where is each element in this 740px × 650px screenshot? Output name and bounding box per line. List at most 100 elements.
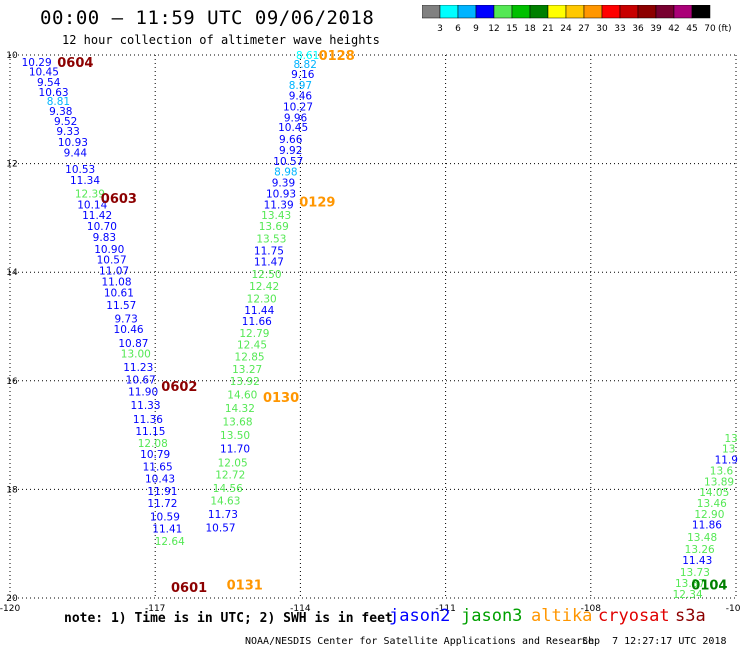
wave-height-label: 12.50 <box>251 269 281 281</box>
y-tick-label: 18 <box>6 485 18 495</box>
x-tick-label: -117 <box>145 604 165 614</box>
wave-height-label: 10.93 <box>58 137 88 149</box>
colorbar-label: 45 <box>686 24 697 34</box>
pass-number-label: 0604 <box>57 56 93 71</box>
footer-note: note: 1) Time is in UTC; 2) SWH is in fe… <box>64 611 393 626</box>
wave-height-label: 12.30 <box>247 293 277 305</box>
wave-height-label: 11.34 <box>70 175 100 187</box>
wave-height-label: 11.65 <box>143 462 173 474</box>
wave-height-label: 13.26 <box>685 544 715 556</box>
wave-height-label: 10.63 <box>39 87 69 99</box>
colorbar-label: 12 <box>488 24 499 34</box>
wave-height-label: 10.43 <box>145 474 175 486</box>
wave-height-label: 11.47 <box>254 256 284 268</box>
wave-height-label: 11.75 <box>254 245 284 257</box>
wave-height-label: 12.34 <box>673 589 703 601</box>
color-scale-legend: 3 6 9 12 15 18 21 24 27 30 33 36 39 42 45 70 (ft) <box>422 5 732 34</box>
wave-height-label: 10.87 <box>118 338 148 350</box>
pass-number-label: 0131 <box>227 578 263 593</box>
legend-altika: altika <box>531 606 593 626</box>
wave-height-label: 14.60 <box>227 389 257 401</box>
wave-height-label: 11.73 <box>208 509 238 521</box>
colorbar-label: 3 <box>437 24 443 34</box>
wave-height-label: 13.00 <box>121 349 151 361</box>
wave-height-label: 10.61 <box>104 287 134 299</box>
wave-height-label: 9.46 <box>289 91 313 103</box>
colorbar-label: 21 <box>542 24 553 34</box>
wave-height-label: 10.59 <box>150 512 180 524</box>
y-tick-label: 20 <box>6 594 18 604</box>
wave-height-label: 8.61 <box>296 50 319 62</box>
y-tick-label: 14 <box>6 268 18 278</box>
wave-height-label: 10.14 <box>77 199 107 211</box>
wave-height-label: 8.82 <box>294 59 317 71</box>
wave-height-label: 9.44 <box>64 148 88 160</box>
wave-height-label: 13 <box>722 444 735 456</box>
x-tick-label: -120 <box>0 604 20 614</box>
wave-height-label: 12.39 <box>75 188 105 200</box>
colorbar-label: 15 <box>506 24 517 34</box>
wave-height-label: 13.68 <box>222 417 252 429</box>
pass-number-label: 0129 <box>299 196 335 211</box>
wave-height-label: 12.45 <box>237 339 267 351</box>
wave-height-label: 10.27 <box>283 102 313 114</box>
wave-height-label: 12.08 <box>138 438 168 450</box>
x-tick-label: -114 <box>290 604 311 614</box>
legend-cryosat: cryosat <box>598 606 670 626</box>
wave-height-label: 11.15 <box>135 426 165 438</box>
wave-height-label: 8.97 <box>289 80 312 92</box>
wave-height-label: 14.05 <box>699 487 729 499</box>
wave-height-label: 13.43 <box>261 210 291 222</box>
wave-height-label: 13.87 <box>675 578 705 590</box>
wave-height-label: 10.79 <box>140 449 170 461</box>
wave-height-label: 13.69 <box>259 221 289 233</box>
wave-height-label: 14.32 <box>225 403 255 415</box>
page-title: 00:00 – 11:59 UTC 09/06/2018 <box>40 7 375 29</box>
pass-number-label: 0130 <box>263 391 299 406</box>
wave-height-label: 9.54 <box>37 77 61 89</box>
legend-s3a: s3a <box>675 606 706 626</box>
wave-height-label: 12.85 <box>235 351 265 363</box>
wave-height-label: 12.64 <box>155 536 185 548</box>
wave-height-label: 11.43 <box>682 555 712 567</box>
colorbar-label: 18 <box>524 24 536 34</box>
colorbar-label: 39 <box>650 24 662 34</box>
colorbar-label: 42 <box>668 24 679 34</box>
wave-height-label: 11.07 <box>99 266 129 278</box>
wave-height-label: 11.90 <box>128 387 158 399</box>
wave-height-label: 13.6 <box>710 465 734 477</box>
wave-height-label: 10.29 <box>22 57 52 69</box>
wave-height-label: 10.53 <box>65 164 95 176</box>
wave-height-label: 9.92 <box>279 145 302 157</box>
wave-height-label: 10.46 <box>114 324 144 336</box>
track-jason2: 10.2910.459.5410.638.819.389.529.3310.93… <box>22 56 208 596</box>
wave-height-label: 13.92 <box>230 376 260 388</box>
wave-height-label: 11.08 <box>101 276 131 288</box>
x-tick-label: -111 <box>435 604 455 614</box>
colorbar-label: 6 <box>455 24 461 34</box>
wave-height-label: 11.57 <box>106 300 136 312</box>
wave-height-label: 11.39 <box>264 199 294 211</box>
track-altika: 131311.913.613.8914.0513.4612.9011.8613.… <box>673 433 738 601</box>
wave-height-label: 13.50 <box>220 430 250 442</box>
wave-height-label: 11.9 <box>715 455 738 467</box>
pass-number-label: 0104 <box>691 578 727 593</box>
pass-number-label: 0602 <box>161 380 197 395</box>
wave-height-label: 12.05 <box>218 457 248 469</box>
x-tick-label: -105 <box>726 604 740 614</box>
wave-height-label: 11.86 <box>692 520 722 532</box>
colorbar-label: 70 <box>704 24 716 34</box>
wave-height-label: 8.98 <box>274 167 297 179</box>
wave-height-label: 13 <box>724 433 737 445</box>
wave-height-label: 11.41 <box>152 523 182 535</box>
pass-number-label: 0128 <box>319 49 355 64</box>
wave-height-label: 13.27 <box>232 364 262 376</box>
wave-height-label: 14.56 <box>213 483 243 495</box>
colorbar-unit: (ft) <box>718 24 732 34</box>
wave-height-label: 10.90 <box>94 244 124 256</box>
wave-height-label: 12.79 <box>239 328 269 340</box>
wave-height-label: 11.66 <box>242 316 272 328</box>
wave-height-label: 13.73 <box>680 567 710 579</box>
wave-height-label: 10.67 <box>126 375 156 387</box>
wave-height-label: 11.44 <box>244 305 274 317</box>
